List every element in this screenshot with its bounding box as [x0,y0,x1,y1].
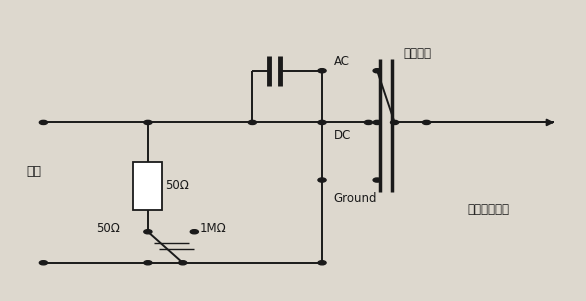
Circle shape [144,230,152,234]
Text: DC: DC [333,129,351,142]
Text: 1MΩ: 1MΩ [200,222,227,235]
Circle shape [318,120,326,125]
Text: 输入: 输入 [26,165,41,178]
Circle shape [190,230,199,234]
Circle shape [318,178,326,182]
Circle shape [364,120,373,125]
Circle shape [318,261,326,265]
Circle shape [39,120,47,125]
Circle shape [318,69,326,73]
Circle shape [373,120,381,125]
Text: AC: AC [333,55,350,68]
Text: 50Ω: 50Ω [96,222,120,235]
Text: 50Ω: 50Ω [165,179,189,192]
Circle shape [423,120,431,125]
Circle shape [179,261,187,265]
Text: 至输入衰减口: 至输入衰减口 [467,203,509,216]
Circle shape [39,261,47,265]
Circle shape [373,178,381,182]
FancyBboxPatch shape [134,162,162,209]
Circle shape [373,69,381,73]
Circle shape [390,120,398,125]
Text: Ground: Ground [333,192,377,205]
Circle shape [144,120,152,125]
Text: 输入耦合: 输入耦合 [403,46,431,60]
Circle shape [144,261,152,265]
Circle shape [248,120,257,125]
